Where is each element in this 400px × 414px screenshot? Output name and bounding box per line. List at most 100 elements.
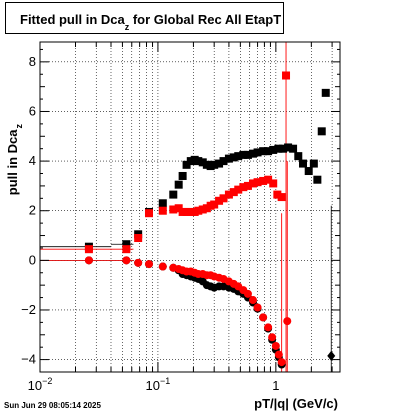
series-1-square-marker [194,157,203,166]
series-1-square-marker [309,159,318,168]
x-axis-label: pT/|q| (GeV/c) [254,396,338,411]
series-1-square-marker [299,159,308,168]
series-1-square-marker [274,144,283,153]
series-4-circle-marker [259,313,268,322]
series-4-circle-marker [243,289,252,298]
series-2-square-marker [169,205,178,214]
series-4-circle-marker [122,256,131,265]
series-2-square-marker [259,176,268,185]
series-1-square-marker [259,147,268,156]
series-1-square-marker [321,88,330,97]
series-1-square-marker [279,144,288,153]
series-4-circle-marker [277,358,286,367]
x-tick-label: 1 [272,378,279,393]
series-2-square-marker [264,175,273,184]
series-1-square-marker [210,160,219,169]
series-4-circle-marker [274,350,283,359]
series-1-square-marker [253,148,262,157]
series-2-square-marker [158,206,167,215]
series-1-square-marker [284,143,293,152]
x-tick-label: 10−1 [146,376,171,393]
axis-ticks [39,42,340,373]
y-tick-label: 8 [29,54,36,69]
series-1-square-marker [248,149,257,158]
series-1-square-marker [198,158,207,167]
chart-title-pre: Fitted pull in Dca [20,12,125,27]
series-2-square-marker [198,205,207,214]
series-1-square-marker [178,171,187,180]
series-4-circle-marker [283,317,292,326]
series-2-square-marker [234,185,243,194]
series-2-square-marker [239,183,248,192]
series-4-circle-marker [268,333,277,342]
series-2-square-marker [84,245,93,254]
series-2-square-marker [134,234,143,243]
series-1-square-marker [182,160,191,169]
series-1-square-marker [289,144,298,153]
series-2-square-marker [282,71,291,80]
y-axis-label-sub: z [14,124,24,129]
y-tick-label: −4 [21,352,36,367]
x-tick-label-exponent: −1 [160,376,170,386]
series-2-square-marker [248,179,257,188]
series-4-circle-marker [271,341,280,350]
chart-title-post: for Global Rec All EtapT [129,12,282,27]
series-2-square-marker [122,245,131,254]
series-2-square-marker [182,207,191,216]
series-1-square-marker [122,240,131,249]
series-1-square-marker [158,199,167,208]
series-1-square-marker [224,154,233,163]
y-tick-label: 4 [29,153,36,168]
series-2-square-marker [210,200,219,209]
series-4-circle-marker [158,262,167,271]
series-4-circle-marker [248,296,257,305]
series-4-circle-marker [84,256,93,265]
series-1-square-marker [313,175,322,184]
series-1-square-marker [239,150,248,159]
series-1-square-marker [215,159,224,168]
x-tick-label: 10−2 [28,376,53,393]
series-2-square-marker [144,209,153,218]
y-tick-label: 6 [29,103,36,118]
series-1-square-marker [174,180,183,189]
series-1-square-marker [269,145,278,154]
series-4-circle-marker [253,303,262,312]
y-tick-label: 2 [29,203,36,218]
plot-frame [39,41,341,373]
series-2-square-marker [219,194,228,203]
x-tick-label-exponent: −2 [42,376,52,386]
series-1-square-marker [264,147,273,156]
x-tick-label-base: 10 [28,378,42,393]
series-1-square-marker [243,150,252,159]
series-2-square-marker [194,206,203,215]
timestamp: Sun Jun 29 08:05:14 2025 [4,401,101,410]
series-2-square-marker [215,196,224,205]
series-1-diamond-marker [327,350,336,361]
series-2-square-marker [253,178,262,187]
x-tick-label-base: 1 [272,378,279,393]
y-axis-label-main: pull in Dca [5,129,20,196]
series-4-circle-marker [144,260,153,269]
series-4-circle-marker [134,258,143,267]
series-2-square-marker [224,190,233,199]
chart-title: Fitted pull in Dcaz for Global Rec All E… [5,2,284,34]
series-1-square-marker [317,127,326,136]
x-tick-label-base: 10 [146,378,160,393]
series-1-square-marker [304,167,313,176]
y-tick-label: 0 [29,252,36,267]
series-2-square-marker [229,188,238,197]
y-axis-label: pull in Dcaz [5,124,24,196]
series-1-square-marker [294,152,303,161]
series-2-square-marker [273,190,282,199]
data-markers [84,71,336,369]
series-2-square-marker [243,181,252,190]
chart-title-sub: z [124,22,130,32]
series-4-circle-marker [264,323,273,332]
series-1-square-marker [229,153,238,162]
series-1-square-marker [169,190,178,199]
grid-lines [40,42,340,372]
y-tick-label: −2 [21,302,36,317]
series-1-square-marker [234,152,243,161]
